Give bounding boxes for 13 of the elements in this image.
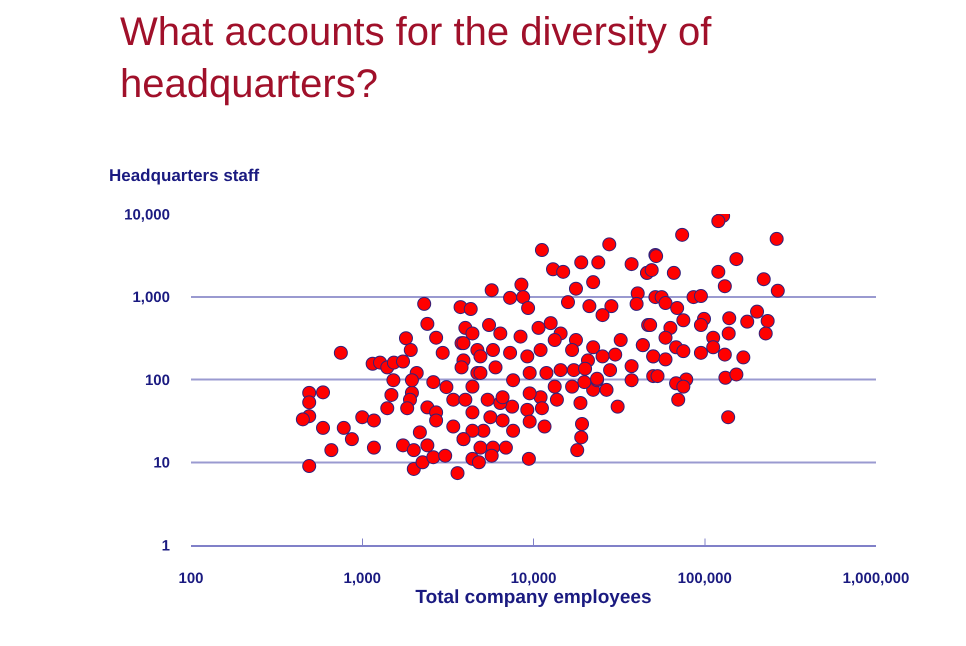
chart-title: What accounts for the diversity of headquarters? <box>120 10 712 106</box>
x-tick-label: 1,000,000 <box>842 570 910 587</box>
y-tick-label: 1 <box>162 537 170 554</box>
y-tick-label: 10,000 <box>124 206 170 224</box>
x-tick-label: 100 <box>178 570 204 587</box>
y-axis-title: Headquarters staff <box>109 166 260 185</box>
x-tick-label: 1,000 <box>343 570 382 587</box>
x-axis-title: Total company employees <box>415 587 652 608</box>
x-tick-label: 10,000 <box>510 570 556 587</box>
x-tick-label: 100,000 <box>678 570 732 587</box>
y-tick-label: 100 <box>144 372 170 389</box>
y-tick-label: 1,000 <box>132 289 170 306</box>
y-tick-label: 10 <box>153 454 170 472</box>
